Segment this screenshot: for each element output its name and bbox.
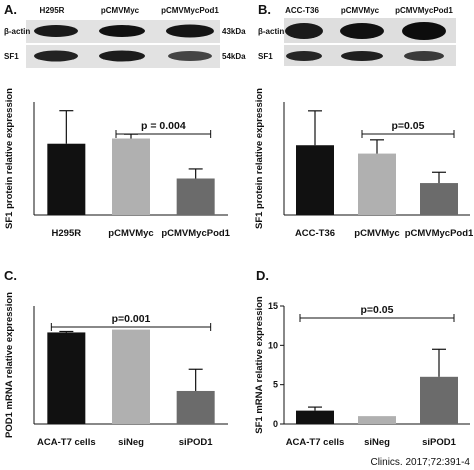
blot-a-row-2: SF1 [4,52,19,61]
chart-c-bar [176,390,215,424]
chart-d-tick-label: 0 [273,419,278,429]
chart-b-y-label: SF1 protein relative expression [254,88,265,229]
blot-b-band [402,22,446,40]
chart-b-categories: ACC-T36 pCMVMyc pCMVMycPod1 [295,228,474,239]
blot-a-size-2: 54kDa [222,52,246,61]
chart-b-bar [420,183,458,215]
chart-d-error-bars [308,348,446,411]
chart-d: D. SF1 mRNA relative expression ACA-T7 c… [254,268,470,448]
chart-c-annotation: p=0.001 [50,313,212,331]
chart-d-category-label: ACA-T7 cells [286,437,345,448]
panel-letter-b: B. [258,2,271,17]
chart-c-category-label: siNeg [118,437,144,448]
citation: Clinics. 2017;72:391-4 [370,457,470,468]
chart-d-category-label: siNeg [364,437,390,448]
blot-b-band [285,23,323,39]
blot-b-lane-1: ACC-T36 [285,6,319,15]
blot-b-band [341,51,383,61]
chart-b: SF1 protein relative expression ACC-T36 p… [254,88,474,239]
chart-a-p-value: p = 0.004 [141,120,186,132]
blot-a-lane-1: H295R [40,6,65,15]
chart-d-category-label: siPOD1 [422,437,457,448]
blot-a-bands [34,24,214,62]
blot-a-band [34,50,78,62]
blot-a-size-1: 43kDa [222,27,246,36]
chart-a: SF1 protein relative expression H295R pCM… [4,88,231,239]
chart-c: C. POD1 mRNA relative expression ACA-T7 … [4,268,228,448]
chart-d-bar [296,410,334,424]
chart-c-bar [112,329,150,424]
chart-c-p-value: p=0.001 [112,313,151,325]
chart-c-error-bars [59,330,203,391]
chart-b-category-label: pCMVMyc [354,228,399,239]
chart-c-bars [47,329,215,424]
blot-b-lane-3: pCMVMycPod1 [395,6,453,15]
blot-a-band [99,50,145,62]
chart-d-tick-label: 15 [268,301,278,311]
chart-d-p-value: p=0.05 [361,304,394,316]
blot-a-band [168,51,212,61]
chart-a-annotation: p = 0.004 [115,120,212,138]
chart-c-y-label: POD1 mRNA relative expression [4,292,15,438]
chart-b-bar [296,145,334,215]
blot-b-row-1: β-actin [258,27,284,36]
chart-b-p-value: p=0.05 [392,120,425,132]
chart-c-category-label: ACA-T7 cells [37,437,96,448]
blot-a-lane-3: pCMVMycPod1 [161,6,219,15]
chart-a-y-label: SF1 protein relative expression [4,88,15,229]
blot-b-bands [285,22,446,61]
panel-letter-c: C. [4,268,17,283]
chart-a-category-label: pCMVMyc [108,228,153,239]
blot-b-band [340,23,384,39]
blot-a-lane-2: pCMVMyc [101,6,140,15]
chart-b-bars [296,145,458,215]
chart-c-categories: ACA-T7 cells siNeg siPOD1 [37,437,213,448]
chart-b-error-bars [308,110,446,184]
chart-b-annotation: p=0.05 [361,120,455,138]
chart-d-tick-label: 10 [268,340,278,350]
chart-b-bar [358,153,396,215]
chart-d-categories: ACA-T7 cells siNeg siPOD1 [286,437,457,448]
chart-d-y-label: SF1 mRNA relative expression [254,296,265,434]
chart-b-category-label: ACC-T36 [295,228,335,239]
chart-d-bar [420,376,458,424]
chart-d-tick-label: 5 [273,380,278,390]
chart-a-category-label: H295R [52,228,82,239]
panel-letter-d: D. [256,268,269,283]
chart-a-categories: H295R pCMVMyc pCMVMycPod1 [52,228,231,239]
blot-b-band [404,51,444,61]
blot-b-lane-2: pCMVMyc [341,6,380,15]
blot-b-row-2: SF1 [258,52,273,61]
chart-b-category-label: pCMVMycPod1 [405,228,474,239]
chart-d-bar [358,416,396,424]
chart-a-category-label: pCMVMycPod1 [161,228,230,239]
chart-a-bar [176,178,215,215]
chart-c-category-label: siPOD1 [179,437,214,448]
chart-a-bars [47,138,215,215]
chart-d-bars [296,376,458,424]
blot-a-band [34,25,78,37]
blot-b-band [286,51,322,61]
chart-a-bar [112,138,150,215]
blot-a-band [166,24,214,38]
blot-a-band [99,25,145,37]
chart-d-ticks: 0 5 10 15 [268,301,284,429]
chart-c-bar [47,332,86,424]
panel-letter-a: A. [4,2,17,17]
chart-a-bar [47,143,86,215]
blot-a-row-1: β-actin [4,27,30,36]
chart-d-annotation: p=0.05 [299,304,455,322]
blot-panel-a: A. H295R pCMVMyc pCMVMycPod1 β-actin SF1… [4,2,246,68]
blot-panel-b: B. ACC-T36 pCMVMyc pCMVMycPod1 β-actin S… [258,2,456,66]
